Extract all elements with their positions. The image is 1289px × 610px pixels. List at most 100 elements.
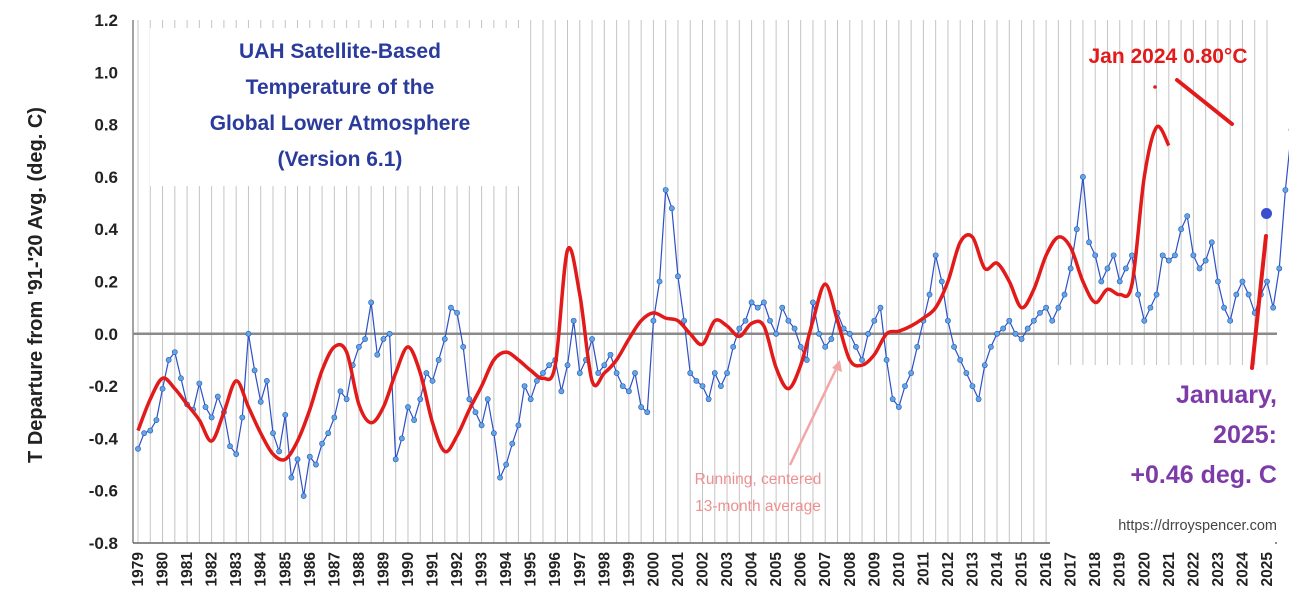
y-tick-label: 0.2 <box>94 273 118 292</box>
monthly-point <box>1215 278 1221 285</box>
monthly-point <box>638 404 645 410</box>
monthly-point <box>963 370 970 376</box>
monthly-point <box>619 383 626 389</box>
monthly-point <box>441 336 448 342</box>
x-tick-label: 2025 <box>1259 552 1276 587</box>
title-line-1: UAH Satellite-Based <box>239 40 441 63</box>
monthly-point <box>527 396 534 403</box>
monthly-point <box>319 440 325 447</box>
monthly-point <box>625 388 632 395</box>
monthly-point <box>994 330 1000 337</box>
monthly-point <box>718 383 724 389</box>
x-tick-label: 2021 <box>1161 552 1178 587</box>
monthly-point <box>785 317 792 324</box>
running-average-pointer <box>788 364 840 466</box>
monthly-point <box>724 370 730 376</box>
monthly-point <box>521 383 528 389</box>
monthly-point <box>1245 291 1252 298</box>
monthly-point <box>1122 265 1129 272</box>
monthly-point <box>877 304 884 311</box>
monthly-point <box>135 445 141 452</box>
x-tick-label: 1987 <box>326 552 343 586</box>
monthly-point <box>540 370 546 376</box>
monthly-point <box>362 336 368 342</box>
monthly-point <box>484 396 491 403</box>
x-tick-label: 2023 <box>1210 552 1227 587</box>
monthly-point <box>270 430 276 437</box>
monthly-point <box>300 493 307 499</box>
monthly-point <box>699 383 706 389</box>
x-tick-label: 2006 <box>793 552 810 587</box>
monthly-point <box>668 205 675 212</box>
latest-annotation-line-3: +0.46 deg. C <box>1130 461 1277 489</box>
monthly-point <box>343 396 350 403</box>
monthly-point <box>613 370 620 376</box>
monthly-point <box>257 398 264 405</box>
monthly-point <box>1037 309 1043 316</box>
monthly-point <box>828 336 835 342</box>
y-tick-label: -0.2 <box>89 377 118 396</box>
monthly-point <box>1055 304 1062 311</box>
monthly-point <box>791 325 798 332</box>
monthly-point <box>1067 265 1074 272</box>
title-line-4: (Version 6.1) <box>278 148 403 171</box>
monthly-point <box>1135 291 1142 298</box>
monthly-point <box>306 453 313 460</box>
monthly-point <box>656 278 663 285</box>
monthly-point <box>1012 330 1019 337</box>
source-credit: https://drroyspencer.com <box>1118 518 1277 534</box>
monthly-point <box>1104 265 1111 272</box>
x-tick-label: 2020 <box>1136 552 1153 586</box>
x-tick-label: 2009 <box>866 552 883 587</box>
peak-annotation-pointer <box>1175 78 1234 126</box>
monthly-point <box>546 362 553 369</box>
monthly-point <box>736 325 743 332</box>
monthly-point <box>1165 257 1172 264</box>
monthly-point <box>1153 291 1160 298</box>
x-tick-label: 2004 <box>744 552 761 587</box>
monthly-point <box>779 304 786 311</box>
monthly-point <box>803 357 810 363</box>
title-line-2: Temperature of the <box>246 76 435 99</box>
monthly-point <box>294 456 301 463</box>
monthly-point <box>975 396 982 403</box>
monthly-point <box>1196 265 1203 272</box>
monthly-point <box>711 370 718 376</box>
monthly-point <box>902 383 908 389</box>
monthly-point <box>1006 317 1013 324</box>
monthly-point <box>313 461 319 468</box>
monthly-point <box>227 443 233 450</box>
x-tick-label: 2017 <box>1063 552 1080 586</box>
monthly-point <box>662 187 669 193</box>
x-tick-label: 2001 <box>670 552 687 587</box>
latest-annotation-pointer <box>1250 234 1268 370</box>
monthly-point <box>503 461 510 468</box>
monthly-point <box>822 343 829 350</box>
monthly-point <box>153 417 160 423</box>
running-average-label-line-2: 13-month average <box>695 498 821 515</box>
monthly-point <box>233 451 240 457</box>
monthly-point <box>282 411 289 418</box>
x-tick-label: 1995 <box>523 552 540 587</box>
monthly-point <box>141 430 148 437</box>
x-tick-label: 2022 <box>1185 552 1202 586</box>
monthly-point <box>245 330 252 337</box>
latest-annotation-line-1: January, <box>1176 381 1277 409</box>
monthly-point <box>1208 239 1215 246</box>
x-tick-label: 2015 <box>1014 552 1031 587</box>
x-tick-label: 2011 <box>915 552 932 586</box>
monthly-point <box>398 435 405 442</box>
x-tick-label: 1981 <box>179 552 196 587</box>
monthly-point <box>816 330 822 337</box>
monthly-point <box>932 252 939 259</box>
y-tick-label: 0.6 <box>94 168 118 187</box>
monthly-point <box>147 427 154 434</box>
x-tick-label: 1993 <box>474 552 491 587</box>
x-tick-label: 1980 <box>155 552 172 586</box>
monthly-point <box>730 343 737 350</box>
monthly-point <box>478 422 485 429</box>
x-tick-label: 2007 <box>817 552 834 586</box>
monthly-point <box>601 362 608 369</box>
monthly-point <box>1049 317 1056 324</box>
monthly-point <box>515 422 522 429</box>
